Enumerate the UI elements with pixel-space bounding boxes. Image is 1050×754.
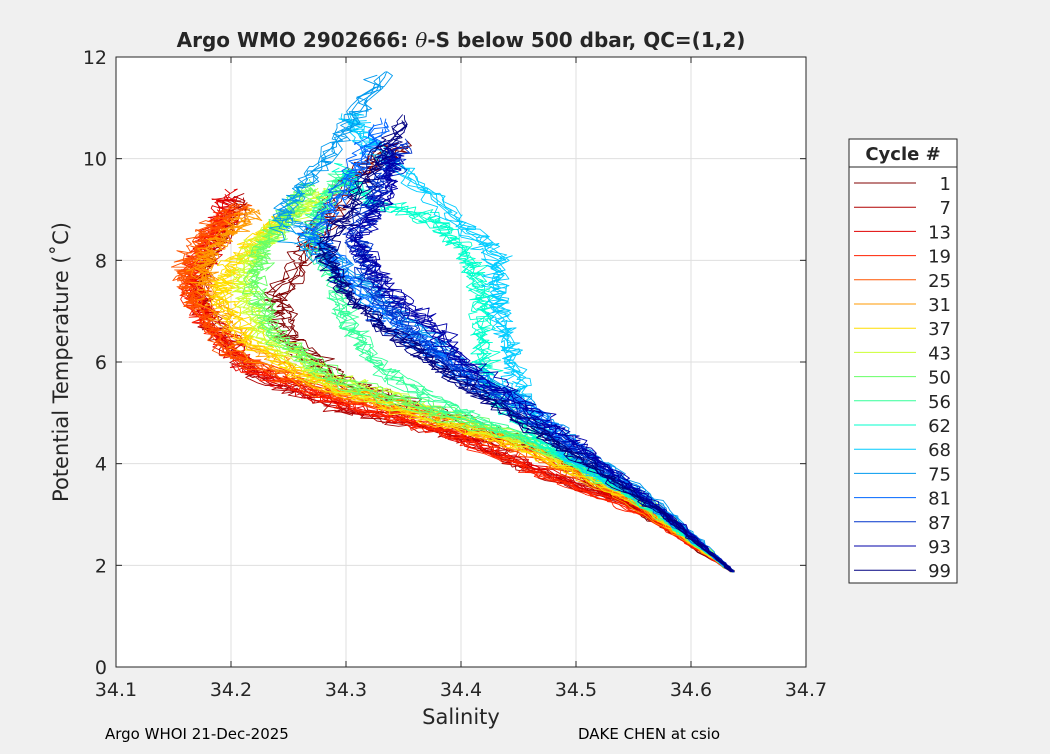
- legend-items: 1 7 13 19 25 31 37 43 50 56 62 68 75 81 87 93 99: [854, 174, 951, 582]
- legend-label-cycle-93: 93: [928, 537, 951, 558]
- legend-label-cycle-25: 25: [928, 271, 951, 292]
- legend-label-cycle-7: 7: [940, 198, 951, 219]
- y-axis-ticks: 0 2 4 6 8 10 12: [83, 47, 806, 679]
- legend-label-cycle-43: 43: [928, 343, 951, 364]
- y-tick-label: 10: [83, 149, 107, 171]
- legend: Cycle # 1 7 13 19 25 31 37 43 50 56 62 68 75 81 87 93 99: [848, 138, 958, 584]
- chart-title-theta: θ: [415, 28, 427, 52]
- legend-title: Cycle #: [865, 144, 940, 165]
- profile-lines: [170, 71, 735, 573]
- chart-title: Argo WMO 2902666: θ-S below 500 dbar, QC…: [177, 28, 746, 52]
- profile-line-cycle-31: [197, 214, 734, 573]
- profile-line-cycle-31: [185, 217, 734, 572]
- legend-label-cycle-13: 13: [928, 222, 951, 243]
- y-axis-label: Potential Temperature (˚C): [49, 222, 73, 502]
- profile-line-cycle-93: [351, 142, 732, 572]
- profile-line-cycle-87: [349, 138, 733, 572]
- profile-line-cycle-25: [176, 210, 735, 573]
- legend-label-cycle-37: 37: [928, 319, 951, 340]
- profile-line-cycle-99: [317, 120, 732, 573]
- legend-label-cycle-99: 99: [928, 561, 951, 582]
- profile-line-cycle-93: [349, 154, 733, 573]
- x-tick-label: 34.2: [210, 679, 252, 701]
- x-axis-ticks: 34.1 34.2 34.3 34.4 34.5 34.6 34.7: [95, 57, 827, 701]
- x-tick-label: 34.5: [555, 679, 597, 701]
- profile-line-cycle-43: [232, 195, 734, 572]
- x-tick-label: 34.7: [785, 679, 827, 701]
- profile-line-cycle-7: [185, 199, 733, 573]
- legend-box: [848, 138, 958, 584]
- profile-line-cycle-37: [210, 209, 731, 572]
- x-tick-label: 34.1: [95, 679, 137, 701]
- legend-label-cycle-62: 62: [928, 416, 951, 437]
- y-tick-label: 4: [95, 454, 107, 476]
- y-tick-label: 6: [95, 352, 107, 374]
- legend-label-cycle-81: 81: [928, 489, 951, 510]
- legend-label-cycle-31: 31: [928, 295, 951, 316]
- x-tick-label: 34.6: [670, 679, 712, 701]
- profile-line-cycle-99: [322, 123, 732, 572]
- y-tick-label: 2: [95, 555, 107, 577]
- chart-title-main: Argo WMO 2902666:: [177, 28, 416, 52]
- footer-right: DAKE CHEN at csio: [578, 725, 721, 743]
- profile-line-cycle-50: [247, 188, 735, 573]
- profile-line-cycle-93: [353, 150, 734, 572]
- profile-line-cycle-62: [345, 174, 735, 572]
- x-tick-label: 34.3: [325, 679, 367, 701]
- profile-line-cycle-93: [350, 153, 733, 572]
- y-tick-label: 0: [95, 657, 107, 679]
- x-axis-label: Salinity: [422, 705, 500, 729]
- profile-line-cycle-99: [314, 121, 735, 572]
- legend-label-cycle-1: 1: [940, 174, 951, 195]
- y-tick-label: 8: [95, 250, 107, 272]
- profile-line-cycle-19: [177, 208, 731, 573]
- profile-line-cycle-68: [338, 118, 732, 572]
- x-tick-label: 34.4: [440, 679, 482, 701]
- chart-title-rest: -S below 500 dbar, QC=(1,2): [427, 28, 745, 52]
- footer-left: Argo WHOI 21-Dec-2025: [105, 725, 289, 743]
- legend-label-cycle-50: 50: [928, 368, 951, 389]
- legend-label-cycle-68: 68: [928, 440, 951, 461]
- legend-label-cycle-19: 19: [928, 247, 951, 268]
- legend-label-cycle-56: 56: [928, 392, 951, 413]
- legend-label-cycle-75: 75: [928, 464, 951, 485]
- y-tick-label: 12: [83, 47, 107, 69]
- legend-label-cycle-87: 87: [928, 513, 951, 534]
